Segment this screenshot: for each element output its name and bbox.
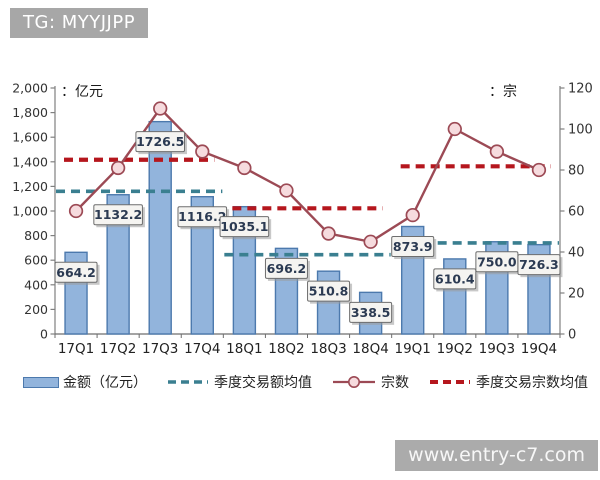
count-line [75, 107, 540, 243]
bar-value-label: 873.9 [393, 239, 433, 254]
bars-group [64, 120, 551, 335]
marker-17Q4 [195, 144, 210, 159]
bar-17Q2 [106, 194, 130, 335]
legend-item-amount-mean: 季度交易额均值 [166, 372, 312, 392]
bar-value-label-box [391, 236, 435, 258]
legend-label: 宗数 [381, 375, 409, 391]
bar-value-label: 750.0 [477, 254, 517, 269]
red-dash-swatch-icon [430, 380, 470, 384]
bar-value-label: 610.4 [435, 271, 475, 286]
axis-tick-label: 600 [24, 253, 48, 268]
axis-tick-label: 80 [568, 164, 585, 179]
legend-item-count-mean: 季度交易宗数均值 [428, 372, 588, 392]
marker-17Q3 [153, 101, 168, 116]
bar-value-label: 1116.2 [178, 209, 226, 224]
axis-tick-label: 400 [24, 277, 48, 292]
left-axis-unit-label: ：亿元 [61, 84, 103, 100]
teal-dash-swatch-icon [168, 380, 208, 384]
marker-17Q1 [68, 203, 84, 219]
bar-17Q4 [190, 196, 214, 335]
chart-legend: 金额（亿元） 季度交易额均值 宗数 季度交易宗数均值 [23, 372, 588, 392]
legend-item-amount: 金额（亿元） [23, 372, 147, 392]
x-category-label: 19Q2 [437, 341, 473, 357]
bar-swatch-icon [23, 376, 59, 388]
x-category-label: 18Q4 [352, 341, 388, 357]
x-category-label: 17Q4 [184, 341, 220, 357]
x-category-label: 19Q1 [395, 341, 431, 357]
bar-value-label-box [433, 268, 477, 290]
axis-tick-label: 800 [24, 228, 48, 243]
axis-tick-label: 20 [568, 287, 585, 302]
marker-18Q3 [321, 226, 336, 241]
bar-value-label-box [349, 301, 393, 323]
axis-tick-label: 40 [568, 246, 585, 261]
axis-tick-label: 2,000 [12, 81, 48, 96]
x-category-label: 19Q3 [479, 341, 515, 357]
legend-label: 季度交易额均值 [214, 375, 312, 391]
axis-tick-label: 120 [568, 82, 593, 97]
x-category-label: 17Q2 [100, 341, 136, 357]
count-mean-line [64, 157, 551, 211]
bar-value-label-box [93, 204, 143, 226]
axis-tick-label: 1,200 [12, 179, 48, 194]
combo-chart: 02004006008001,0001,2001,4001,6001,8002,… [12, 81, 593, 358]
bar-17Q3 [148, 120, 172, 335]
axis-tick-label: 0 [40, 327, 48, 342]
legend-label: 金额（亿元） [63, 375, 147, 391]
axis-tick-label: 200 [24, 302, 48, 317]
bar-value-label: 696.2 [267, 261, 307, 276]
bar-value-label: 510.8 [309, 284, 349, 299]
x-category-label: 17Q3 [142, 341, 178, 357]
x-category-label: 17Q1 [58, 341, 94, 357]
bar-value-label: 726.3 [519, 257, 559, 272]
marker-19Q2 [447, 121, 462, 137]
axis-tick-label: 1,800 [12, 105, 48, 120]
bar-value-label: 338.5 [351, 305, 391, 320]
bar-value-label: 1726.5 [136, 134, 184, 149]
bar-value-label-box [54, 261, 98, 283]
bar-value-label-box [517, 254, 561, 276]
watermark-bottom: www.entry-c7.com [395, 440, 598, 471]
axis-tick-label: 0 [568, 328, 576, 343]
marker-19Q4 [531, 162, 547, 178]
watermark-top: TG: MYYJJPP [10, 8, 149, 38]
axis-tick-label: 1,600 [12, 130, 48, 145]
x-category-label: 18Q2 [268, 341, 304, 357]
marker-18Q2 [279, 183, 294, 198]
bar-value-label-box [219, 216, 270, 238]
line-marker-swatch-icon [333, 376, 375, 388]
right-axis-unit-label: ：宗 [489, 84, 517, 100]
marker-18Q1 [237, 160, 252, 176]
bar-value-label-box [264, 257, 308, 279]
amount-mean-line [56, 189, 559, 257]
marker-19Q3 [489, 144, 505, 159]
x-category-label: 19Q4 [521, 341, 557, 357]
bar-value-label-box [307, 280, 351, 302]
bar-value-label: 1035.1 [220, 219, 268, 234]
count-line-markers [68, 101, 547, 249]
axis-tick-label: 1,400 [12, 154, 48, 169]
x-category-label: 18Q1 [226, 341, 262, 357]
marker-17Q2 [110, 160, 126, 176]
bar-value-label-box [135, 131, 186, 153]
bar-value-label: 1132.2 [94, 207, 142, 222]
axis-tick-label: 1,000 [12, 204, 48, 219]
bar-value-label: 664.2 [56, 265, 96, 280]
axis-tick-label: 60 [568, 205, 585, 220]
axis-tick-label: 100 [568, 123, 593, 138]
legend-label: 季度交易宗数均值 [476, 375, 588, 391]
marker-19Q1 [405, 207, 420, 223]
marker-18Q4 [363, 234, 378, 249]
legend-item-count: 宗数 [331, 372, 409, 392]
x-category-label: 18Q3 [310, 341, 346, 357]
